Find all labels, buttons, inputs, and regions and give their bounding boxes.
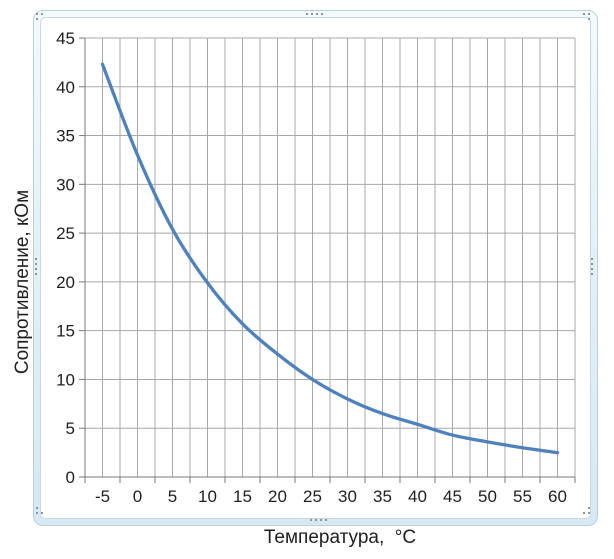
x-tick-label: 25 bbox=[303, 487, 322, 506]
x-tick-label: 55 bbox=[513, 487, 532, 506]
resize-handle-left[interactable] bbox=[35, 258, 37, 275]
resize-handle-top[interactable] bbox=[306, 13, 323, 15]
resize-handle-bottom-left[interactable] bbox=[36, 507, 44, 520]
x-tick-label: 0 bbox=[133, 487, 142, 506]
x-tick-label: 5 bbox=[168, 487, 177, 506]
x-tick-label: 50 bbox=[478, 487, 497, 506]
y-tick-label: 20 bbox=[56, 273, 75, 292]
y-tick-label: 35 bbox=[56, 127, 75, 146]
y-tick-label: 25 bbox=[56, 224, 75, 243]
y-tick-label: 45 bbox=[56, 29, 75, 48]
x-tick-label: 15 bbox=[233, 487, 252, 506]
resize-handle-right[interactable] bbox=[591, 258, 593, 275]
x-tick-label: 60 bbox=[548, 487, 567, 506]
series-line[interactable] bbox=[100, 62, 560, 455]
x-tick-label: 20 bbox=[268, 487, 287, 506]
x-tick-label: 35 bbox=[373, 487, 392, 506]
x-tick-label: -5 bbox=[95, 487, 110, 506]
y-tick-label: 5 bbox=[66, 419, 75, 438]
y-tick-label: 40 bbox=[56, 78, 75, 97]
resize-handle-top-left[interactable] bbox=[36, 13, 44, 21]
resize-handle-bottom[interactable] bbox=[310, 519, 327, 521]
y-tick-label: 15 bbox=[56, 322, 75, 341]
resize-handle-bottom-right[interactable] bbox=[583, 507, 596, 520]
y-axis-title[interactable]: Сопротивление, кОм bbox=[12, 189, 33, 375]
resize-handle-top-right[interactable] bbox=[583, 13, 596, 21]
x-tick-label: 10 bbox=[198, 487, 217, 506]
x-axis-title[interactable]: Температура, °C bbox=[263, 527, 417, 548]
x-tick-label: 30 bbox=[338, 487, 357, 506]
y-tick-label: 10 bbox=[56, 370, 75, 389]
x-tick-label: 40 bbox=[408, 487, 427, 506]
chart-area[interactable] bbox=[40, 17, 591, 519]
x-tick-label: 45 bbox=[443, 487, 462, 506]
y-tick-label: 0 bbox=[66, 468, 75, 487]
chart-object-frame[interactable] bbox=[33, 10, 598, 526]
y-tick-label: 30 bbox=[56, 175, 75, 194]
